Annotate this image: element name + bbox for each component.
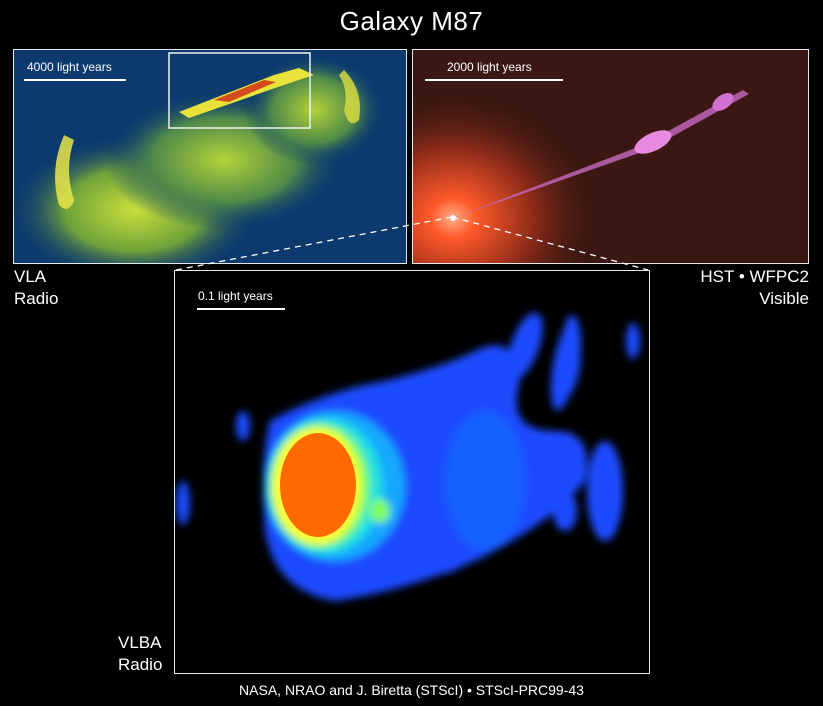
vla-radio-image: 4000 light years: [13, 49, 407, 264]
vlba-instrument-label: VLBA Radio: [118, 632, 162, 676]
vla-scale-bar: [24, 79, 126, 81]
vlba-label-line2: Radio: [118, 655, 163, 674]
vla-label-line1: VLA: [14, 267, 47, 286]
hst-instrument-label: HST • WFPC2 Visible: [700, 266, 809, 310]
vlba-radio-image: 0.1 light years: [174, 270, 650, 674]
hst-scale-bar: [425, 79, 563, 81]
page-title: Galaxy M87: [339, 6, 484, 36]
galaxy-halo: [413, 88, 603, 263]
vlba-scale-label: 0.1 light years: [198, 289, 273, 303]
hst-scale-label: 2000 light years: [447, 60, 532, 74]
vla-scale-label: 4000 light years: [27, 60, 112, 74]
vlba-core-peak: [280, 433, 356, 537]
hst-label-line2: Visible: [759, 289, 809, 308]
jet-region-box: [168, 52, 311, 129]
vlba-label-line1: VLBA: [118, 633, 162, 652]
image-credit: NASA, NRAO and J. Biretta (STScI) • STSc…: [239, 682, 584, 698]
hst-visible-image: 2000 light years: [412, 49, 809, 264]
hst-label-line1: HST • WFPC2: [700, 267, 809, 286]
vla-label-line2: Radio: [14, 289, 59, 308]
vlba-scale-bar: [197, 308, 285, 310]
vla-instrument-label: VLA Radio: [14, 266, 58, 310]
